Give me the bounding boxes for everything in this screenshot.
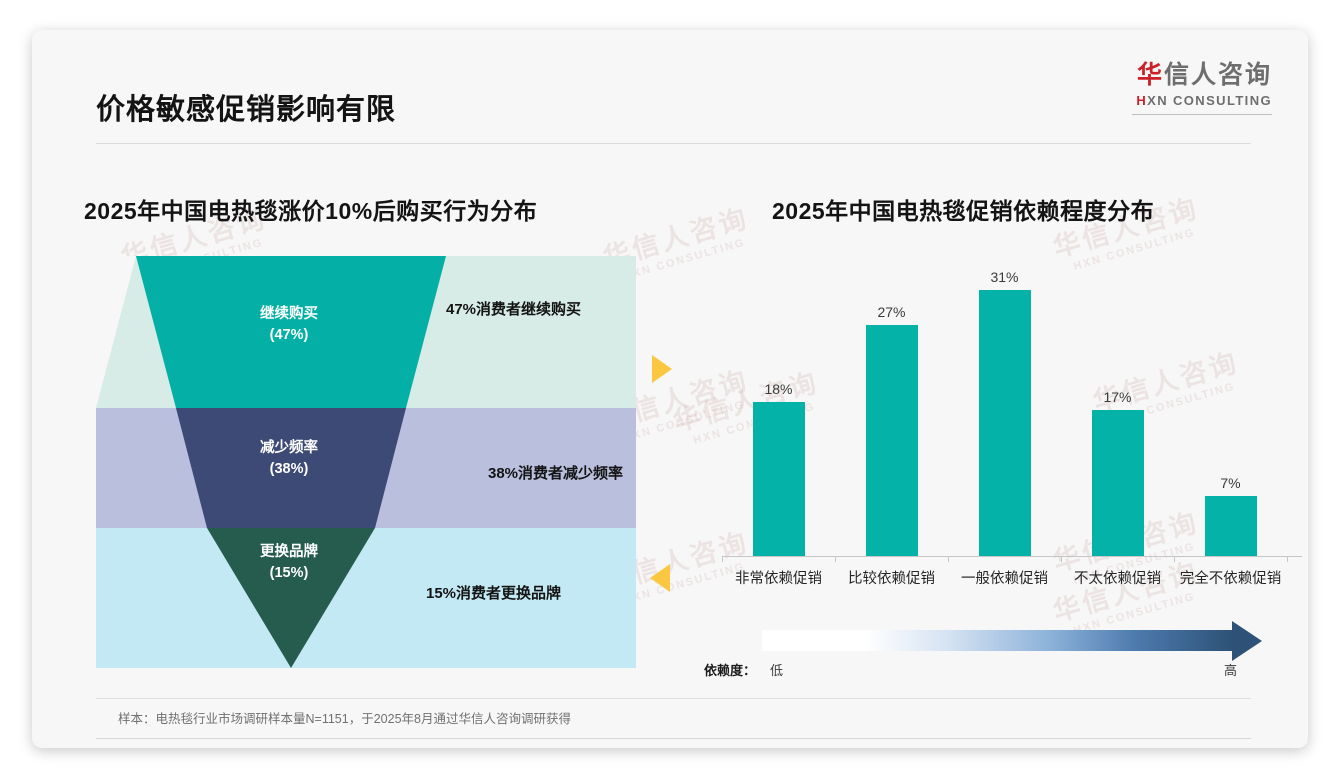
right-chart-title: 2025年中国电热毯促销依赖程度分布 bbox=[772, 198, 1155, 224]
funnel-bg-cut-0 bbox=[96, 256, 136, 408]
bar-column: 17% bbox=[1061, 256, 1174, 556]
logo-cn-gray: 信人咨询 bbox=[1163, 61, 1272, 89]
bar-value-label: 27% bbox=[877, 304, 906, 320]
legend-low-label: 低 bbox=[770, 663, 784, 678]
funnel-label-2: 更换品牌 (15%) bbox=[214, 542, 364, 584]
logo-cn-red: 华 bbox=[1136, 61, 1164, 89]
bar-column: 18% bbox=[722, 256, 835, 556]
header-divider bbox=[96, 143, 1251, 144]
note-divider bbox=[96, 698, 1251, 699]
bar-column: 27% bbox=[835, 256, 948, 556]
brand-logo: 华信人咨询 HXN CONSULTING bbox=[1132, 61, 1272, 115]
funnel-svg bbox=[96, 256, 636, 668]
x-axis-tick bbox=[722, 556, 723, 562]
bar-value-label: 7% bbox=[1220, 475, 1241, 491]
x-axis-tick-label: 完全不依赖促销 bbox=[1179, 571, 1282, 587]
bar-rect[interactable] bbox=[1204, 496, 1257, 556]
funnel-segment-0 bbox=[136, 256, 446, 408]
bar-value-label: 31% bbox=[990, 269, 1019, 285]
gradient-arrowhead-icon bbox=[1232, 621, 1262, 661]
logo-underline bbox=[1132, 113, 1272, 115]
funnel-segment-1 bbox=[176, 408, 406, 528]
x-axis-tick bbox=[1174, 556, 1175, 562]
bar-rect[interactable] bbox=[978, 290, 1031, 556]
funnel-label-2-text: 更换品牌 bbox=[260, 544, 318, 560]
x-axis-tick-label: 不太依赖促销 bbox=[1074, 571, 1161, 587]
x-axis-tick-label: 一般依赖促销 bbox=[961, 571, 1048, 587]
left-chart-title: 2025年中国电热毯涨价10%后购买行为分布 bbox=[84, 198, 538, 224]
source-note: 样本：电热毯行业市场调研样本量N=1151，于2025年8月通过华信人咨询调研获… bbox=[118, 712, 571, 726]
funnel-label-1-text: 减少频率 bbox=[260, 440, 318, 456]
x-axis-tick bbox=[835, 556, 836, 562]
bar-chart: 18% 27% 31% 17% 7% 非常依赖促销 比较依赖促销 一般依赖促销 不太依赖促销 完… bbox=[722, 256, 1302, 616]
logo-en-red: H bbox=[1136, 92, 1148, 108]
funnel-label-0-text: 继续购买 bbox=[260, 306, 318, 322]
legend-caption: 依赖度： bbox=[704, 663, 757, 678]
funnel-label-0: 继续购买 (47%) bbox=[214, 304, 364, 346]
play-right-triangle-icon bbox=[652, 355, 672, 383]
bar-plot-area: 18% 27% 31% 17% 7% bbox=[722, 256, 1302, 556]
footer-divider bbox=[96, 738, 1251, 739]
logo-chinese: 华信人咨询 bbox=[1132, 61, 1272, 90]
funnel-label-2-pct: (15%) bbox=[269, 565, 309, 582]
x-axis-tick bbox=[1061, 556, 1062, 562]
funnel-chart: 继续购买 (47%) 减少频率 (38%) 更换品牌 (15%) 47%消费者继… bbox=[96, 256, 636, 668]
logo-en-gray: XN CONSULTING bbox=[1147, 92, 1272, 108]
logo-english: HXN CONSULTING bbox=[1132, 93, 1272, 108]
page-title: 价格敏感促销影响有限 bbox=[96, 94, 397, 126]
x-axis-tick-label: 非常依赖促销 bbox=[735, 571, 822, 587]
bar-value-label: 17% bbox=[1103, 389, 1132, 405]
bar-rect[interactable] bbox=[752, 402, 805, 556]
funnel-side-text-0: 47%消费者继续购买 bbox=[446, 301, 582, 318]
x-axis-tick bbox=[948, 556, 949, 562]
funnel-label-0-pct: (47%) bbox=[269, 327, 309, 344]
x-axis-tick bbox=[1287, 556, 1288, 562]
slide-canvas: 华信人咨询 HXN CONSULTING 华信人咨询 HXN CONSULTIN… bbox=[32, 30, 1308, 748]
dependency-gradient-legend: 依赖度： 低 高 bbox=[704, 621, 1304, 686]
gradient-bar bbox=[762, 630, 1232, 651]
bar-column: 7% bbox=[1174, 256, 1287, 556]
legend-high-label: 高 bbox=[1224, 663, 1238, 678]
bar-rect[interactable] bbox=[865, 325, 918, 556]
funnel-band-2 bbox=[96, 528, 636, 668]
x-axis-tick-label: 比较依赖促销 bbox=[848, 571, 935, 587]
bar-value-label: 18% bbox=[764, 381, 793, 397]
funnel-label-1: 减少频率 (38%) bbox=[214, 438, 364, 480]
funnel-side-text-2: 15%消费者更换品牌 bbox=[426, 585, 562, 602]
funnel-side-text-1: 38%消费者减少频率 bbox=[488, 465, 624, 482]
funnel-label-1-pct: (38%) bbox=[269, 461, 309, 478]
play-left-triangle-icon bbox=[650, 564, 670, 592]
bar-column: 31% bbox=[948, 256, 1061, 556]
bar-rect[interactable] bbox=[1091, 410, 1144, 556]
slide-header: 价格敏感促销影响有限 华信人咨询 HXN CONSULTING bbox=[32, 30, 1308, 144]
x-axis-line bbox=[722, 556, 1302, 557]
funnel-segment-2 bbox=[207, 528, 375, 668]
